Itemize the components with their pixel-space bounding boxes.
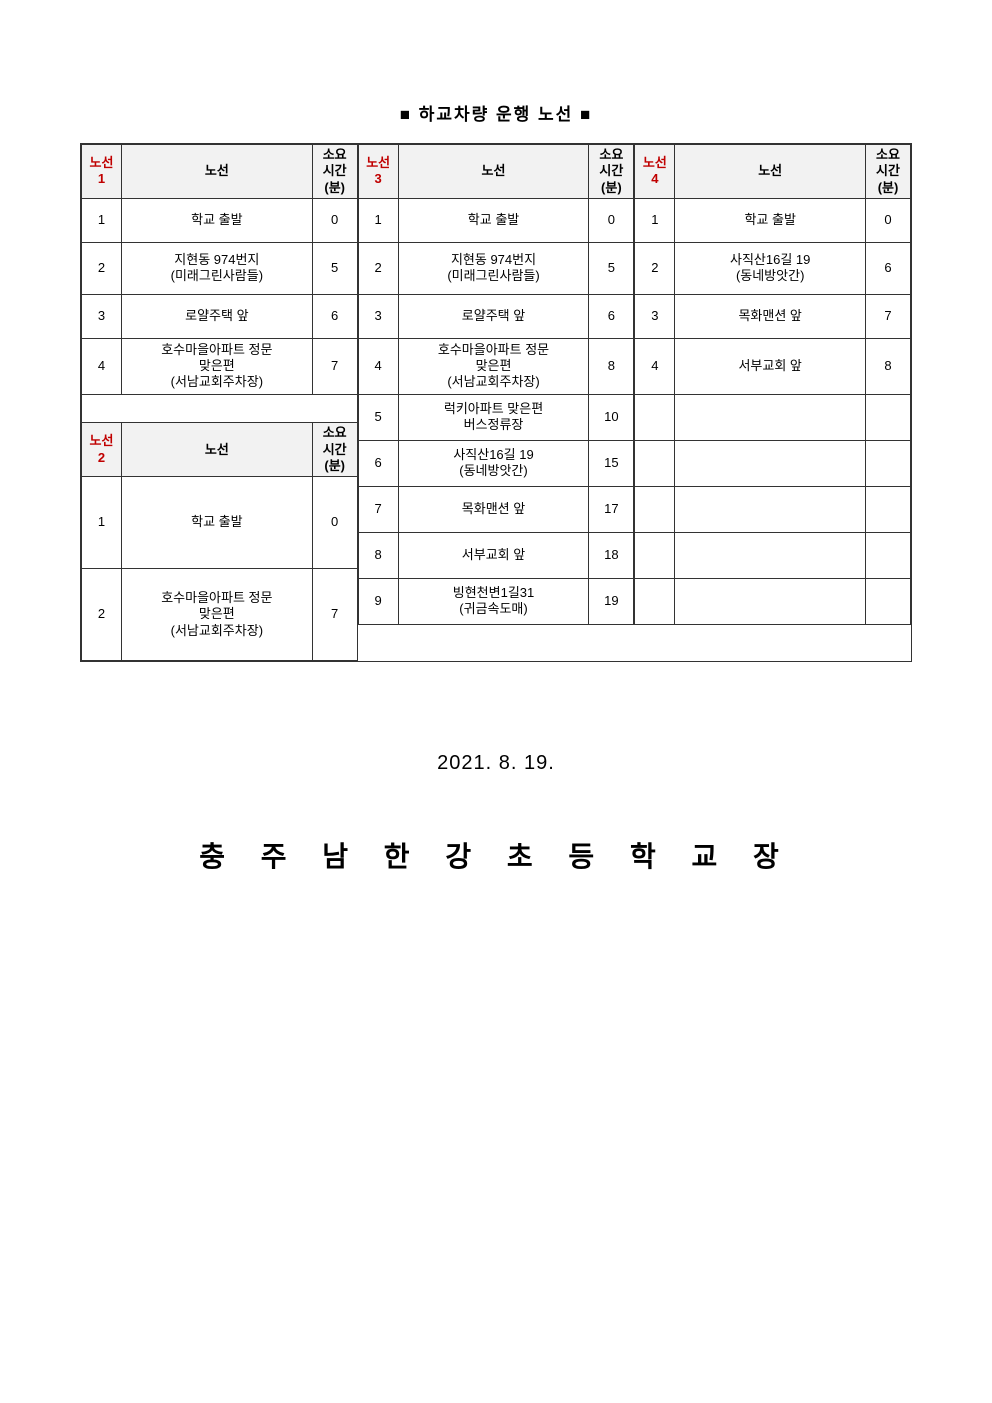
cell-stop: 학교 출발 [122, 477, 313, 569]
empty [675, 440, 866, 486]
cell-stop: 학교 출발 [122, 198, 313, 242]
time-header: 소요시간(분) [589, 145, 634, 199]
cell-num: 3 [635, 294, 675, 338]
empty [866, 486, 911, 532]
cell-stop: 빙현천변1길31(귀금속도매) [398, 578, 589, 624]
cell-stop: 목화맨션 앞 [675, 294, 866, 338]
route1-header: 노선1 [82, 145, 122, 199]
date-text: 2021. 8. 19. [80, 752, 912, 775]
cell-num: 2 [82, 242, 122, 294]
cell-num: 2 [358, 242, 398, 294]
cell-time: 19 [589, 578, 634, 624]
time-header: 소요시간(분) [312, 145, 357, 199]
spacer [82, 394, 358, 422]
cell-num: 1 [635, 198, 675, 242]
cell-stop: 호수마을아파트 정문맞은편(서남교회주차장) [398, 338, 589, 394]
cell-num: 4 [358, 338, 398, 394]
cell-num: 2 [635, 242, 675, 294]
cell-time: 7 [312, 338, 357, 394]
cell-num: 2 [82, 569, 122, 661]
cell-stop: 호수마을아파트 정문맞은편(서남교회주차장) [122, 569, 313, 661]
cell-num: 6 [358, 440, 398, 486]
cell-time: 0 [312, 198, 357, 242]
route-header: 노선 [675, 145, 866, 199]
route4-table: 노선4 노선 소요시간(분) 1 학교 출발 0 2 사직산16길 19(동네방… [634, 144, 911, 625]
route-header: 노선 [122, 145, 313, 199]
cell-time: 7 [312, 569, 357, 661]
cell-time: 0 [589, 198, 634, 242]
cell-stop: 지현동 974번지(미래그린사람들) [122, 242, 313, 294]
route2-table: 노선2 노선 소요시간(분) 1 학교 출발 0 2 호수마을아파트 정문맞은편… [81, 422, 358, 661]
cell-num: 1 [82, 477, 122, 569]
cell-time: 5 [312, 242, 357, 294]
cell-time: 8 [589, 338, 634, 394]
route3-table: 노선3 노선 소요시간(분) 1 학교 출발 0 2 지현동 974번지(미래그… [358, 144, 635, 625]
routes-table: 노선1 노선 소요시간(분) 1 학교 출발 0 2 지현동 974번지(미래그… [80, 143, 912, 662]
empty [866, 440, 911, 486]
empty [675, 394, 866, 440]
empty [675, 578, 866, 624]
cell-num: 5 [358, 394, 398, 440]
cell-stop: 사직산16길 19(동네방앗간) [398, 440, 589, 486]
route3-header: 노선3 [358, 145, 398, 199]
cell-num: 1 [82, 198, 122, 242]
cell-time: 5 [589, 242, 634, 294]
empty [675, 486, 866, 532]
empty [675, 532, 866, 578]
empty [635, 440, 675, 486]
cell-num: 9 [358, 578, 398, 624]
route4-header: 노선4 [635, 145, 675, 199]
time-header: 소요시간(분) [866, 145, 911, 199]
cell-stop: 학교 출발 [675, 198, 866, 242]
empty [635, 486, 675, 532]
cell-stop: 럭키아파트 맞은편버스정류장 [398, 394, 589, 440]
cell-time: 0 [866, 198, 911, 242]
cell-num: 3 [358, 294, 398, 338]
cell-num: 1 [358, 198, 398, 242]
cell-time: 6 [866, 242, 911, 294]
cell-stop: 사직산16길 19(동네방앗간) [675, 242, 866, 294]
empty [635, 532, 675, 578]
cell-stop: 로얄주택 앞 [398, 294, 589, 338]
route-header: 노선 [122, 423, 313, 477]
route2-header: 노선2 [82, 423, 122, 477]
cell-num: 3 [82, 294, 122, 338]
empty [866, 394, 911, 440]
cell-num: 4 [635, 338, 675, 394]
cell-time: 15 [589, 440, 634, 486]
cell-stop: 로얄주택 앞 [122, 294, 313, 338]
empty [866, 532, 911, 578]
cell-stop: 서부교회 앞 [675, 338, 866, 394]
empty [635, 394, 675, 440]
empty [866, 578, 911, 624]
cell-stop: 서부교회 앞 [398, 532, 589, 578]
time-header: 소요시간(분) [312, 423, 357, 477]
cell-stop: 지현동 974번지(미래그린사람들) [398, 242, 589, 294]
cell-stop: 학교 출발 [398, 198, 589, 242]
cell-time: 6 [589, 294, 634, 338]
cell-time: 7 [866, 294, 911, 338]
cell-time: 8 [866, 338, 911, 394]
route1-table: 노선1 노선 소요시간(분) 1 학교 출발 0 2 지현동 974번지(미래그… [81, 144, 358, 422]
cell-time: 18 [589, 532, 634, 578]
route-header: 노선 [398, 145, 589, 199]
cell-num: 4 [82, 338, 122, 394]
school-name: 충 주 남 한 강 초 등 학 교 장 [80, 835, 912, 875]
cell-stop: 목화맨션 앞 [398, 486, 589, 532]
cell-time: 0 [312, 477, 357, 569]
cell-num: 8 [358, 532, 398, 578]
page-title: ■ 하교차량 운행 노선 ■ [80, 100, 912, 125]
cell-num: 7 [358, 486, 398, 532]
empty [635, 578, 675, 624]
cell-time: 17 [589, 486, 634, 532]
cell-stop: 호수마을아파트 정문맞은편(서남교회주차장) [122, 338, 313, 394]
cell-time: 6 [312, 294, 357, 338]
cell-time: 10 [589, 394, 634, 440]
